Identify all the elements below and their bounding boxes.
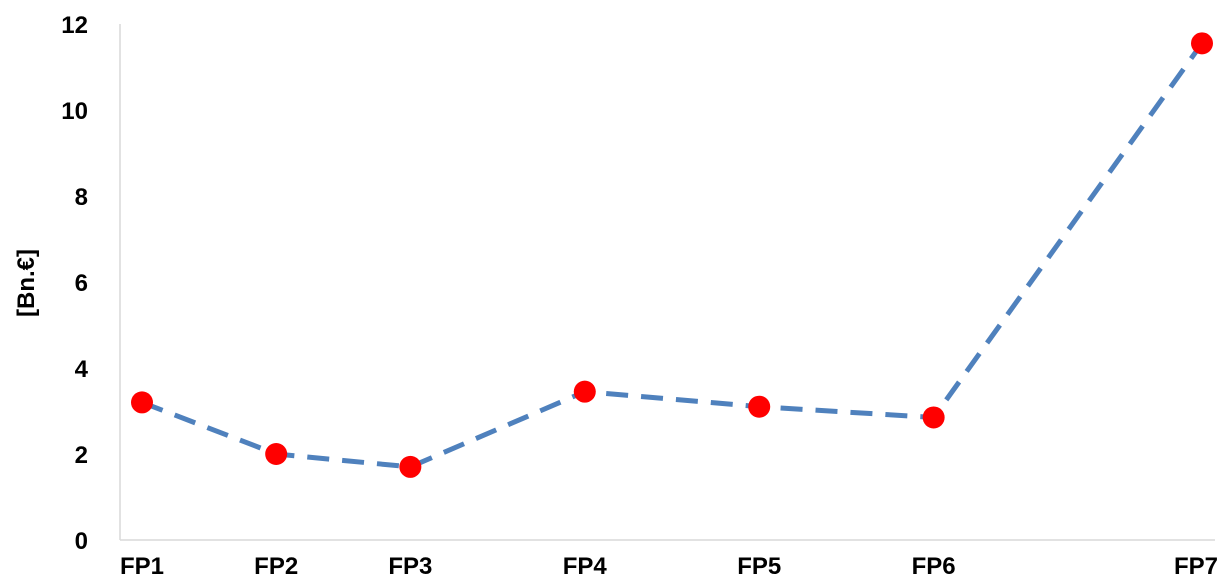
data-point	[399, 455, 422, 478]
data-point	[1191, 32, 1213, 55]
x-tick-label: FP7	[1174, 553, 1218, 580]
x-tick-label: FP1	[120, 553, 164, 580]
x-tick-label: FP6	[912, 553, 956, 580]
y-tick-label: 12	[61, 12, 88, 39]
y-tick-label: 8	[75, 184, 88, 211]
data-point	[748, 395, 771, 418]
y-tick-label: 4	[75, 356, 89, 383]
x-tick-labels: FP1 FP2 FP3 FP4 FP5 FP6 FP7	[120, 553, 1218, 580]
y-tick-label: 0	[75, 528, 88, 555]
data-point	[265, 443, 288, 465]
series-line	[141, 41, 1205, 470]
x-tick-label: FP2	[254, 553, 298, 580]
data-point	[131, 391, 153, 414]
x-tick-label: FP3	[388, 553, 432, 580]
series-group	[131, 32, 1213, 478]
x-tick-label: FP4	[563, 553, 608, 580]
y-tick-label: 2	[75, 442, 88, 469]
y-tick-label: 6	[75, 270, 88, 297]
y-axis-title: [Bn.€]	[13, 249, 40, 317]
x-tick-label: FP5	[737, 553, 781, 580]
y-tick-labels: 0 2 4 6 8 10 12	[61, 12, 88, 555]
data-point	[922, 406, 945, 429]
data-point	[573, 380, 596, 403]
y-tick-label: 10	[61, 98, 88, 125]
